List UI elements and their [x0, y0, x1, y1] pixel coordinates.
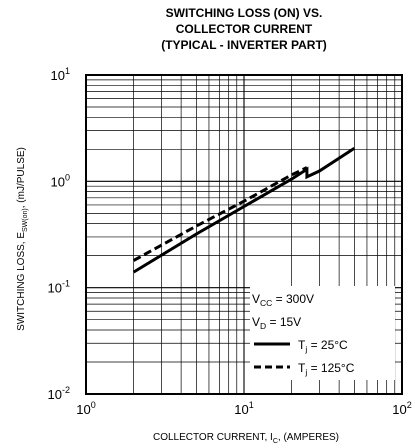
y-tick-label: 10-1: [48, 279, 70, 296]
x-tick-label: 101: [234, 400, 253, 417]
x-tick-label: 102: [392, 400, 411, 417]
axis-ticks: 100 101 102 101 100 10-1 10-2: [48, 66, 412, 417]
series-line-tj-125c: [132, 166, 308, 262]
legend-background: [250, 286, 395, 380]
plot-frame: [85, 74, 403, 395]
y-axis-label: SWITCHING LOSS, ESW(on), (mJ/PULSE): [16, 147, 29, 331]
legend-condition-vcc: VCC = 300V: [252, 292, 314, 308]
chart-title-line-3: (TYPICAL - INVERTER PART): [161, 38, 327, 52]
x-tick-label: 100: [76, 400, 95, 417]
x-axis-label: COLLECTOR CURRENT, IC, (AMPERES): [153, 432, 339, 445]
legend: VCC = 300V VD = 15V Tj = 25°C Tj = 125°C: [250, 286, 395, 380]
legend-label-25c: Tj = 25°C: [298, 338, 348, 354]
legend-label-125c: Tj = 125°C: [298, 361, 355, 377]
y-tick-label: 101: [51, 66, 70, 83]
series-lines: [132, 146, 356, 274]
legend-condition-vd: VD = 15V: [252, 315, 301, 331]
y-tick-label: 10-2: [48, 385, 70, 402]
chart-title-line-1: SWITCHING LOSS (ON) VS.: [166, 6, 323, 20]
y-tick-label: 100: [51, 172, 70, 189]
chart-title-line-2: COLLECTOR CURRENT: [176, 22, 313, 36]
series-line-tj-25c: [132, 146, 356, 274]
